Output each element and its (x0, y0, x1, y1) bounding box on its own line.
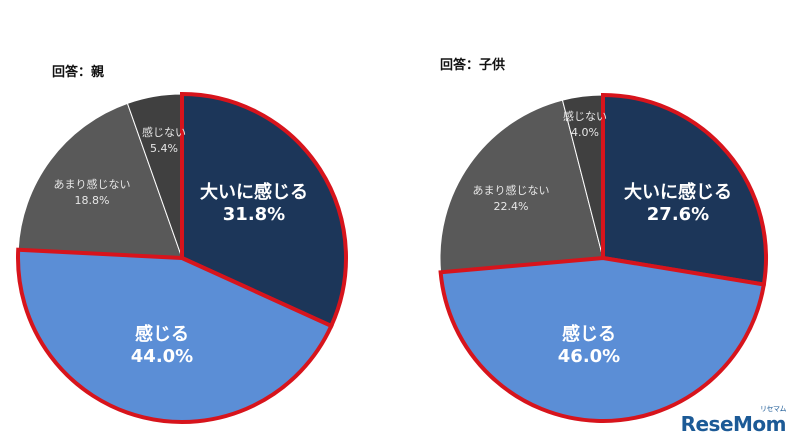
slice-label-3: 感じない (142, 126, 186, 139)
pie-slice-0 (180, 91, 348, 329)
slice-value-1: 44.0% (131, 346, 193, 367)
slice-value-3: 4.0% (571, 126, 599, 139)
pie-chart-title-child: 回答：子供 (440, 58, 506, 73)
resemom-logo: ReseMom リセマム (680, 405, 787, 436)
slice-label-1: 感じる (135, 323, 189, 345)
slice-value-2: 22.4% (494, 200, 529, 213)
slice-value-1: 46.0% (558, 346, 620, 367)
logo-wordmark: ReseMom (680, 412, 787, 436)
pie-slice-2 (439, 99, 604, 273)
slice-label-2: あまり感じない (473, 184, 550, 197)
pie-chart-title-parent: 回答：親 (52, 65, 105, 80)
slice-label-3: 感じない (563, 110, 607, 123)
slice-label-1: 感じる (562, 323, 616, 345)
pie-slice-0 (601, 92, 768, 287)
pie-slice-1 (16, 247, 334, 424)
slice-label-0: 大いに感じる (200, 181, 308, 203)
pie-slice-1 (438, 255, 767, 423)
slice-value-3: 5.4% (150, 142, 178, 155)
slice-value-0: 27.6% (647, 204, 709, 225)
slice-value-0: 31.8% (223, 204, 285, 225)
slice-value-2: 18.8% (75, 194, 110, 207)
slice-label-0: 大いに感じる (624, 181, 732, 203)
logo-subtext: リセマム (760, 405, 787, 413)
slice-label-2: あまり感じない (54, 178, 131, 191)
